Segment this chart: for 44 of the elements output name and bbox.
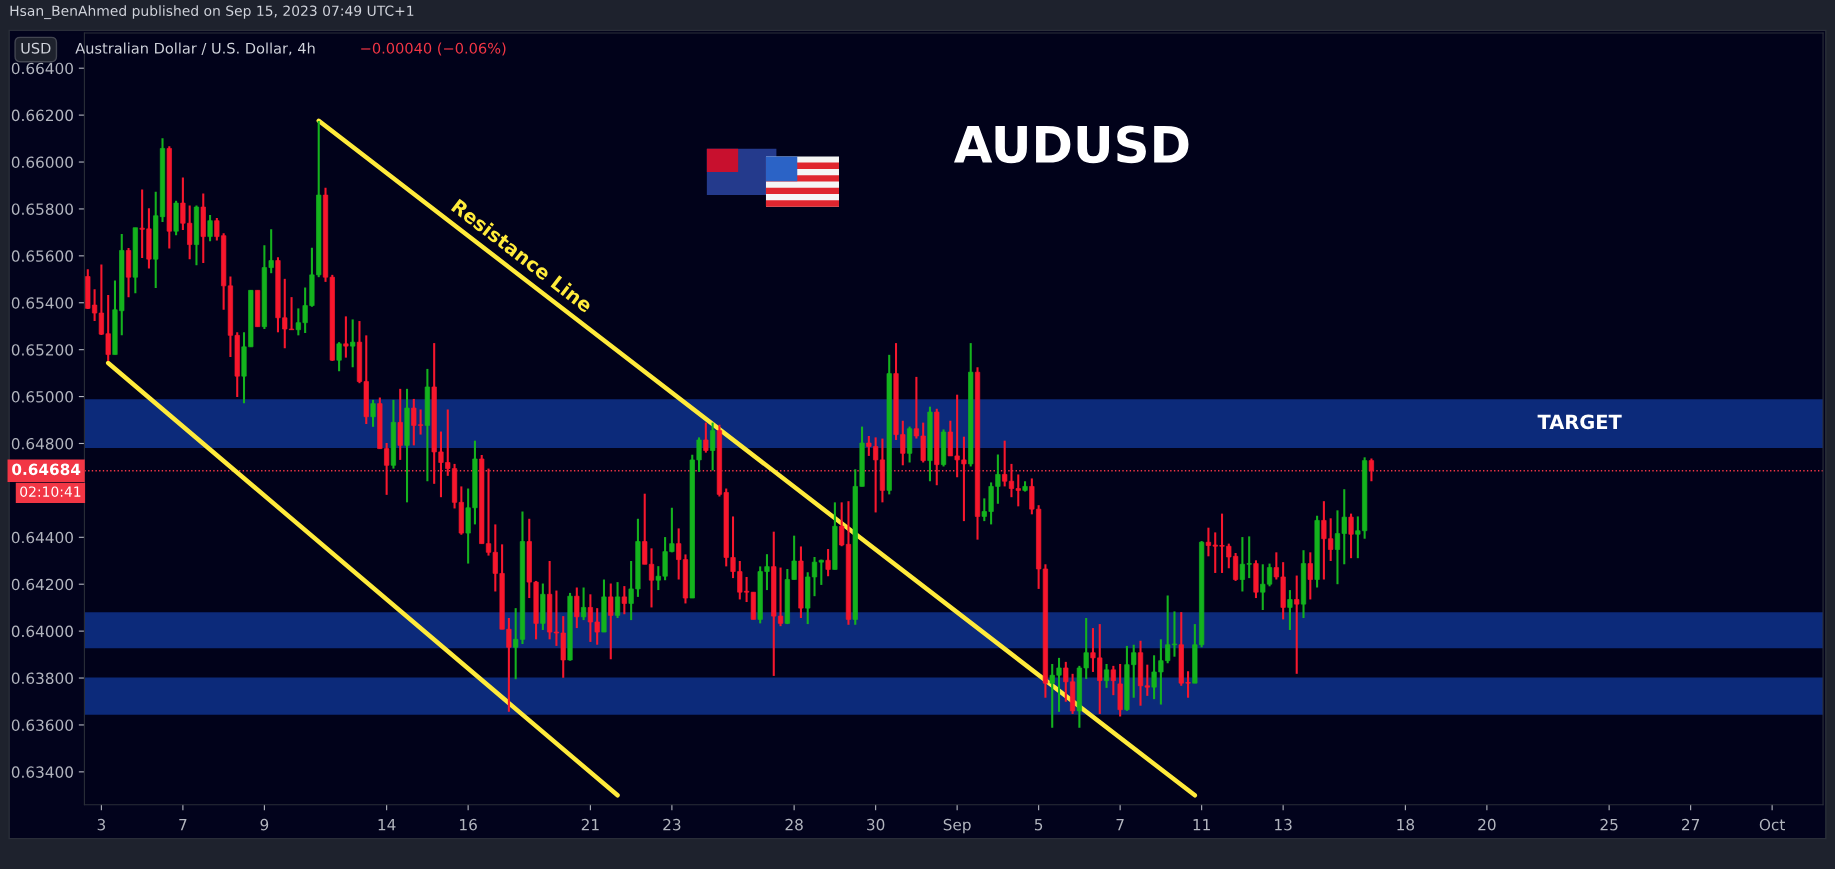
y-tick-label: 0.63600 <box>11 719 73 731</box>
text: AUDUSD <box>953 125 1189 164</box>
text: Australian Dollar / U.S. Dollar, 4h <box>75 42 315 56</box>
x-tick-label: 28 <box>785 818 803 831</box>
y-tick-label: 0.64400 <box>11 531 73 544</box>
y-tick-label: 0.64200 <box>11 578 73 591</box>
x-tick-label: 25 <box>1600 818 1618 831</box>
y-tick-label: 0.65000 <box>11 391 73 403</box>
x-tick-label: 7 <box>1116 819 1124 831</box>
x-tick-label: Oct <box>1759 818 1785 831</box>
x-tick-label: 30 <box>867 818 885 831</box>
x-tick-label: 14 <box>378 819 396 831</box>
x-tick-label: 13 <box>1275 818 1292 831</box>
x-tick-label: 20 <box>1478 818 1496 831</box>
y-tick-label: 0.63400 <box>11 766 73 778</box>
y-axis-title: USD <box>21 42 51 54</box>
y-tick-label: 0.65800 <box>11 203 73 215</box>
candlestick <box>343 315 349 359</box>
y-tick-label: 0.63800 <box>11 672 73 685</box>
y-tick-label: 0.65200 <box>11 344 73 356</box>
text: 02:10:41 <box>20 486 81 497</box>
text: Hsan_BenAhmed published on Sep 15, 2023 07:49 UTC+1 <box>10 5 414 20</box>
ref-line-label: 0.64684 <box>12 463 81 476</box>
y-tick-label: 0.66400 <box>11 62 73 75</box>
y-tick-label: 0.65400 <box>11 297 73 309</box>
x-tick-label: 23 <box>663 818 681 831</box>
band-label: TARGET <box>1537 414 1622 430</box>
x-tick-label: 18 <box>1397 818 1415 831</box>
x-tick-label: 11 <box>1193 819 1210 831</box>
y-tick-label: 0.66000 <box>11 156 73 169</box>
x-tick-label: 16 <box>460 818 477 831</box>
y-tick-label: 0.64800 <box>11 437 73 450</box>
x-tick-label: Sep <box>943 818 971 834</box>
candlestick <box>255 289 261 328</box>
annotation: −0.00040 (−0.06%) <box>361 42 506 56</box>
x-tick-label: 5 <box>1034 819 1043 831</box>
y-tick-label: 0.66200 <box>11 109 73 122</box>
x-tick-label: 27 <box>1682 818 1700 831</box>
y-tick-label: 0.64000 <box>11 625 73 638</box>
x-tick-label: 7 <box>179 819 187 831</box>
x-tick-label: 9 <box>260 818 269 831</box>
y-tick-label: 0.65600 <box>11 250 73 262</box>
x-tick-label: 21 <box>581 818 599 831</box>
x-tick-label: 3 <box>97 818 106 831</box>
